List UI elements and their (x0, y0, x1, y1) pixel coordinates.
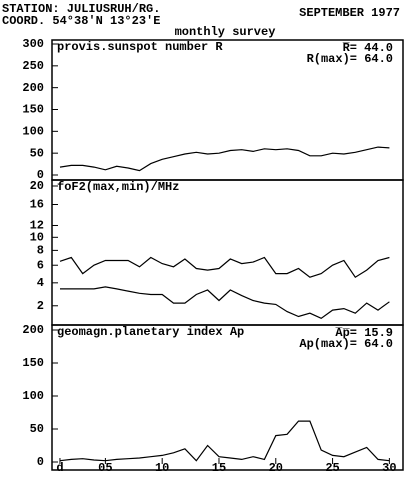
y-tick-label: 0 (37, 455, 44, 469)
y-tick-label: 100 (22, 389, 44, 403)
panel-title: provis.sunspot number R (57, 40, 223, 54)
data-line (59, 420, 390, 462)
annotation: R(max)= 64.0 (307, 52, 393, 66)
y-tick-label: 10 (30, 230, 44, 244)
annotation: A̅p̅= 15.9 (335, 326, 393, 340)
x-tick-label: 30 (382, 461, 396, 475)
y-tick-label: 150 (22, 103, 44, 117)
y-tick-label: 150 (22, 356, 44, 370)
subtitle: monthly survey (175, 25, 276, 39)
y-tick-label: 100 (22, 125, 44, 139)
panel-frame (51, 179, 404, 326)
y-tick-label: 12 (30, 219, 44, 233)
y-tick-label: 6 (37, 258, 44, 272)
x-tick-label: 25 (325, 461, 339, 475)
y-tick-label: 200 (22, 81, 44, 95)
date: SEPTEMBER 1977 (299, 6, 400, 20)
coord: COORD. 54°38'N 13°23'E (2, 14, 160, 28)
y-tick-label: 16 (30, 198, 44, 212)
data-line (60, 286, 390, 319)
data-line (59, 256, 390, 279)
y-tick-label: 250 (22, 59, 44, 73)
data-line (59, 146, 390, 172)
x-tick-label: d (56, 461, 63, 475)
y-tick-label: 2 (37, 299, 44, 313)
y-tick-label: 20 (30, 179, 44, 193)
panel-title: foF2(max,min)/MHz (57, 180, 179, 194)
y-tick-label: 50 (30, 146, 44, 160)
x-tick-label: 20 (269, 461, 283, 475)
y-tick-label: 0 (37, 168, 44, 182)
panel-frame (51, 324, 404, 471)
y-tick-label: 8 (37, 244, 44, 258)
y-tick-label: 300 (22, 37, 44, 51)
y-tick-label: 50 (30, 422, 44, 436)
y-tick-label: 4 (37, 276, 44, 290)
annotation: R̅= 44.0 (342, 41, 393, 55)
x-tick-label: 05 (98, 461, 112, 475)
x-tick-label: 15 (212, 461, 226, 475)
annotation: Ap(max)= 64.0 (299, 337, 393, 351)
panel-title: geomagn.planetary index Ap (57, 325, 244, 339)
y-tick-label: 200 (22, 323, 44, 337)
station: STATION: JULIUSRUH/RG. (2, 2, 160, 16)
x-tick-label: 10 (155, 461, 169, 475)
